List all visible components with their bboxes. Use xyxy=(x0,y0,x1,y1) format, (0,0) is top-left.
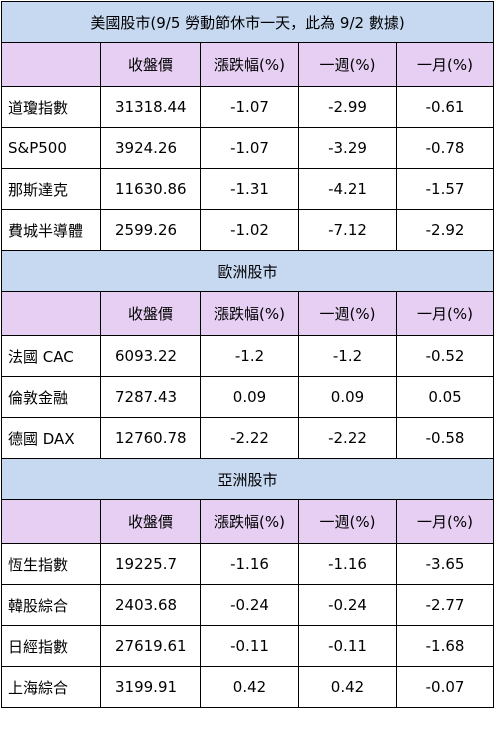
header-month: 一月(%) xyxy=(395,499,495,544)
header-cell-blank xyxy=(1,291,101,336)
close-price: 31318.44 xyxy=(100,86,201,128)
index-name: 上海綜合 xyxy=(1,666,101,708)
table-row: 法國 CAC 6093.22 -1.2 -1.2 -0.52 xyxy=(1,335,495,377)
close-price: 7287.43 xyxy=(100,376,201,418)
close-price: 19225.7 xyxy=(100,543,201,585)
change-pct: -1.2 xyxy=(200,335,299,377)
table-row: 道瓊指數 31318.44 -1.07 -2.99 -0.61 xyxy=(1,86,495,128)
close-price: 12760.78 xyxy=(100,417,201,459)
header-cell-blank xyxy=(1,42,101,87)
header-row: 收盤價 漲跌幅(%) 一週(%) 一月(%) xyxy=(1,291,495,336)
header-close: 收盤價 xyxy=(100,42,201,87)
section-title: 歐洲股市 xyxy=(0,250,495,292)
change-pct: 0.42 xyxy=(200,666,299,708)
week-pct: -7.12 xyxy=(298,209,397,251)
week-pct: -2.22 xyxy=(298,417,397,459)
index-name: 德國 DAX xyxy=(1,417,101,459)
month-pct: -0.58 xyxy=(395,417,495,459)
close-price: 27619.61 xyxy=(100,625,201,667)
month-pct: -0.52 xyxy=(395,335,495,377)
week-pct: -4.21 xyxy=(298,168,397,210)
header-week: 一週(%) xyxy=(298,291,397,336)
week-pct: -1.16 xyxy=(298,543,397,585)
change-pct: -1.31 xyxy=(200,168,299,210)
index-name: 那斯達克 xyxy=(1,168,101,210)
close-price: 3199.91 xyxy=(100,666,201,708)
index-name: 道瓊指數 xyxy=(1,86,101,128)
header-week: 一週(%) xyxy=(298,499,397,544)
month-pct: -0.78 xyxy=(395,127,495,169)
change-pct: 0.09 xyxy=(200,376,299,418)
index-name: 韓股綜合 xyxy=(1,584,101,626)
month-pct: -2.77 xyxy=(395,584,495,626)
change-pct: -1.16 xyxy=(200,543,299,585)
header-close: 收盤價 xyxy=(100,291,201,336)
change-pct: -1.07 xyxy=(200,127,299,169)
section-title-row: 美國股市(9/5 勞動節休市一天，此為 9/2 數據) xyxy=(0,1,495,43)
section-title: 美國股市(9/5 勞動節休市一天，此為 9/2 數據) xyxy=(0,1,495,43)
header-close: 收盤價 xyxy=(100,499,201,544)
header-change: 漲跌幅(%) xyxy=(200,499,299,544)
table-row: 那斯達克 11630.86 -1.31 -4.21 -1.57 xyxy=(1,168,495,210)
stock-market-table: 美國股市(9/5 勞動節休市一天，此為 9/2 數據) 收盤價 漲跌幅(%) 一… xyxy=(0,1,495,708)
section-title: 亞洲股市 xyxy=(0,458,495,500)
header-row: 收盤價 漲跌幅(%) 一週(%) 一月(%) xyxy=(1,499,495,544)
week-pct: 0.42 xyxy=(298,666,397,708)
header-cell-blank xyxy=(1,499,101,544)
index-name: 費城半導體 xyxy=(1,209,101,251)
table-row: 德國 DAX 12760.78 -2.22 -2.22 -0.58 xyxy=(1,417,495,459)
close-price: 2599.26 xyxy=(100,209,201,251)
table-row: 倫敦金融 7287.43 0.09 0.09 0.05 xyxy=(1,376,495,418)
close-price: 11630.86 xyxy=(100,168,201,210)
header-row: 收盤價 漲跌幅(%) 一週(%) 一月(%) xyxy=(1,42,495,87)
change-pct: -2.22 xyxy=(200,417,299,459)
week-pct: 0.09 xyxy=(298,376,397,418)
month-pct: -3.65 xyxy=(395,543,495,585)
close-price: 3924.26 xyxy=(100,127,201,169)
header-change: 漲跌幅(%) xyxy=(200,291,299,336)
week-pct: -0.11 xyxy=(298,625,397,667)
close-price: 2403.68 xyxy=(100,584,201,626)
index-name: S&P500 xyxy=(1,127,101,169)
header-change: 漲跌幅(%) xyxy=(200,42,299,87)
month-pct: 0.05 xyxy=(395,376,495,418)
change-pct: -0.24 xyxy=(200,584,299,626)
month-pct: -0.61 xyxy=(395,86,495,128)
change-pct: -1.07 xyxy=(200,86,299,128)
week-pct: -3.29 xyxy=(298,127,397,169)
month-pct: -2.92 xyxy=(395,209,495,251)
change-pct: -1.02 xyxy=(200,209,299,251)
month-pct: -1.57 xyxy=(395,168,495,210)
week-pct: -2.99 xyxy=(298,86,397,128)
header-month: 一月(%) xyxy=(395,291,495,336)
section-title-row: 亞洲股市 xyxy=(0,458,495,500)
table-row: 費城半導體 2599.26 -1.02 -7.12 -2.92 xyxy=(1,209,495,251)
header-week: 一週(%) xyxy=(298,42,397,87)
table-row: 韓股綜合 2403.68 -0.24 -0.24 -2.77 xyxy=(1,584,495,626)
table-row: 恆生指數 19225.7 -1.16 -1.16 -3.65 xyxy=(1,543,495,585)
index-name: 恆生指數 xyxy=(1,543,101,585)
month-pct: -0.07 xyxy=(395,666,495,708)
change-pct: -0.11 xyxy=(200,625,299,667)
table-row: S&P500 3924.26 -1.07 -3.29 -0.78 xyxy=(1,127,495,169)
week-pct: -0.24 xyxy=(298,584,397,626)
index-name: 日經指數 xyxy=(1,625,101,667)
table-row: 日經指數 27619.61 -0.11 -0.11 -1.68 xyxy=(1,625,495,667)
section-title-row: 歐洲股市 xyxy=(0,250,495,292)
week-pct: -1.2 xyxy=(298,335,397,377)
index-name: 法國 CAC xyxy=(1,335,101,377)
month-pct: -1.68 xyxy=(395,625,495,667)
table-row: 上海綜合 3199.91 0.42 0.42 -0.07 xyxy=(1,666,495,708)
close-price: 6093.22 xyxy=(100,335,201,377)
header-month: 一月(%) xyxy=(395,42,495,87)
index-name: 倫敦金融 xyxy=(1,376,101,418)
